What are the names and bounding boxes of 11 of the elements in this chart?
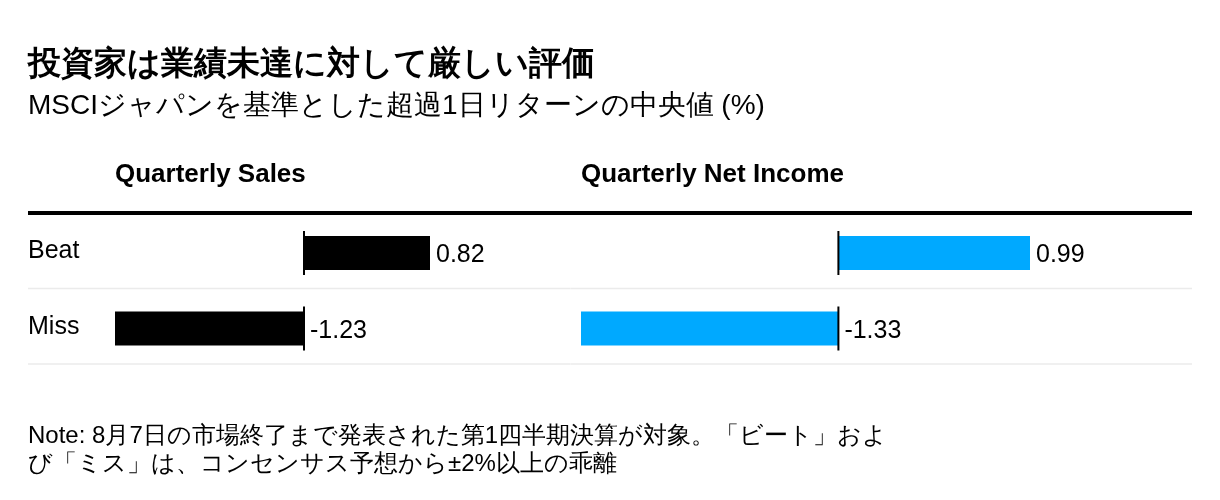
chart-title: Quarterly Sales [115, 158, 306, 188]
chart-title: Quarterly Net Income [581, 158, 844, 188]
text: Note: 8月7日の市場終了まで発表された第1四半期決算が対象。「ビート」および「ミス」は、コンセンサス予想から±2%以上の乖離 [28, 421, 888, 476]
data-label: 0.82 [436, 239, 485, 267]
data-label: -1.33 [844, 314, 902, 343]
y-tick-label: Miss [28, 310, 80, 339]
text: MSCIジャパンを基準とした超過1日リターンの中央値 (%) [28, 89, 765, 120]
data-label: -1.23 [310, 314, 367, 343]
text: 投資家は業績未達に対して厳しい評価 [26, 44, 595, 81]
y-tick-label: Beat [28, 235, 80, 263]
data-label: 0.99 [1036, 239, 1085, 267]
